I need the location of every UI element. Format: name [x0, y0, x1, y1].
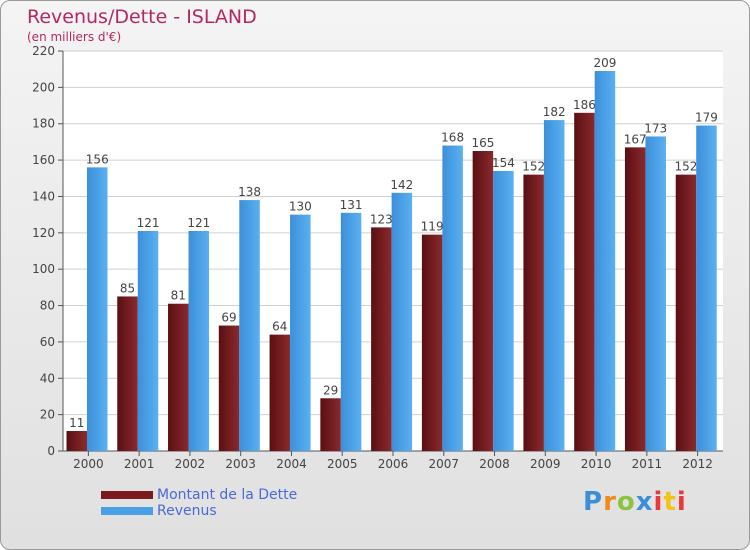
data-label: 123 — [370, 212, 393, 226]
data-label: 182 — [543, 105, 566, 119]
revenue-bar — [493, 171, 514, 451]
data-label: 156 — [86, 152, 109, 166]
debt-bar — [675, 174, 697, 452]
data-label: 121 — [187, 216, 210, 230]
data-label: 165 — [471, 136, 494, 150]
data-label: 119 — [421, 220, 444, 234]
debt-bar — [269, 334, 291, 451]
revenue-bar — [594, 71, 616, 451]
x-tick-label: 2003 — [225, 457, 256, 471]
data-label: 152 — [675, 160, 698, 174]
x-tick-label: 2001 — [124, 457, 155, 471]
chart-title: Revenus/Dette - ISLAND — [27, 6, 257, 28]
chart-subtitle: (en milliers d'€) — [27, 30, 122, 44]
proxiti-logo: Proxiti — [583, 487, 687, 517]
debt-bar — [66, 431, 87, 451]
debt-bar — [218, 325, 240, 451]
x-tick-label: 2004 — [276, 457, 307, 471]
y-tick-label: 140 — [32, 189, 55, 203]
x-tick-label: 2002 — [175, 457, 206, 471]
y-tick-label: 60 — [40, 335, 55, 349]
logo-letter: i — [653, 487, 664, 517]
logo-letter: P — [583, 487, 604, 517]
revenue-bar — [442, 145, 463, 451]
y-tick-label: 80 — [40, 299, 55, 313]
data-label: 85 — [120, 281, 135, 295]
legend-item-revenus: Revenus — [101, 503, 297, 519]
logo-letter: t — [663, 487, 677, 517]
debt-bar — [117, 296, 138, 451]
legend: Montant de la Dette Revenus — [101, 487, 297, 519]
data-label: 209 — [593, 56, 616, 70]
x-tick-label: 2008 — [479, 457, 510, 471]
revenue-bar — [290, 214, 311, 451]
y-tick-label: 120 — [32, 226, 55, 240]
data-label: 11 — [69, 416, 84, 430]
data-label: 168 — [441, 131, 464, 145]
y-tick-label: 200 — [32, 80, 55, 94]
x-tick-label: 2005 — [327, 457, 358, 471]
logo-letter: o — [616, 487, 636, 517]
revenue-bar — [239, 200, 260, 451]
revenue-bar — [137, 231, 159, 451]
data-label: 167 — [624, 132, 647, 146]
debt-bar — [168, 303, 189, 451]
data-label: 179 — [695, 111, 718, 125]
debt-bar — [421, 234, 443, 451]
logo-letter: r — [603, 487, 617, 517]
data-label: 138 — [238, 185, 261, 199]
revenue-bar — [391, 192, 413, 451]
legend-item-dette: Montant de la Dette — [101, 487, 297, 503]
x-tick-label: 2012 — [682, 457, 713, 471]
revenue-bar — [87, 167, 108, 451]
x-tick-label: 2011 — [632, 457, 663, 471]
data-label: 81 — [171, 289, 186, 303]
y-tick-label: 180 — [32, 117, 55, 131]
data-label: 121 — [137, 216, 160, 230]
x-tick-label: 2010 — [581, 457, 612, 471]
y-tick-label: 40 — [40, 371, 55, 385]
x-tick-label: 2006 — [378, 457, 409, 471]
y-tick-label: 220 — [32, 44, 55, 58]
debt-bar — [472, 151, 494, 451]
logo-letter: x — [635, 487, 654, 517]
revenue-bar — [696, 125, 717, 451]
legend-swatch-revenus — [101, 507, 153, 515]
x-tick-label: 2000 — [73, 457, 104, 471]
legend-swatch-dette — [101, 491, 153, 499]
data-label: 186 — [573, 98, 596, 112]
data-label: 69 — [221, 311, 236, 325]
debt-bar — [371, 227, 392, 451]
debt-bar — [574, 112, 595, 452]
debt-bar — [624, 147, 646, 451]
y-tick-label: 0 — [47, 444, 55, 458]
data-label: 173 — [644, 121, 667, 135]
legend-label-revenus: Revenus — [157, 503, 217, 519]
data-label: 154 — [492, 156, 515, 170]
revenue-bar — [188, 231, 210, 451]
logo-letter: i — [676, 487, 687, 517]
revenue-bar — [645, 136, 666, 452]
legend-label-dette: Montant de la Dette — [157, 487, 298, 503]
data-label: 29 — [323, 383, 338, 397]
y-tick-label: 160 — [32, 153, 55, 167]
data-label: 64 — [272, 320, 287, 334]
revenue-bar — [340, 212, 362, 451]
x-tick-label: 2007 — [428, 457, 459, 471]
debt-bar — [320, 398, 341, 451]
y-tick-label: 100 — [32, 262, 55, 276]
y-tick-label: 20 — [40, 408, 55, 422]
data-label: 142 — [390, 178, 413, 192]
data-label: 152 — [522, 160, 545, 174]
data-label: 131 — [340, 198, 363, 212]
data-label: 130 — [289, 200, 312, 214]
revenue-bar — [543, 120, 565, 451]
x-tick-label: 2009 — [530, 457, 561, 471]
debt-bar — [523, 174, 544, 452]
